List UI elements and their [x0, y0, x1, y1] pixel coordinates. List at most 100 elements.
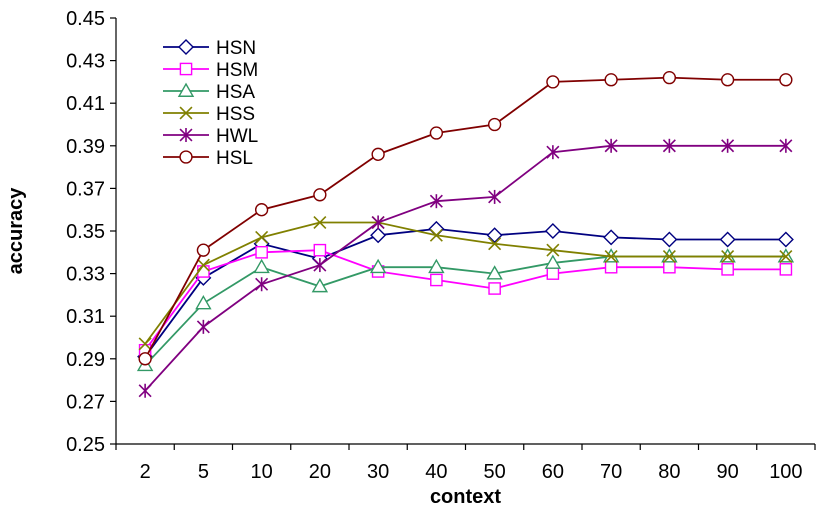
y-tick-label: 0.33 — [66, 264, 105, 286]
data-point-hss — [196, 258, 210, 272]
legend-label-hsm: HSM — [216, 60, 258, 81]
data-point-hsl — [196, 243, 211, 257]
series-line-hwl — [144, 144, 786, 392]
data-point-hsm — [546, 267, 560, 280]
x-tick-label: 2 — [140, 461, 151, 483]
data-point-hsa — [544, 254, 562, 269]
series-line-hsa — [144, 255, 786, 366]
data-point-hwl — [721, 138, 735, 153]
legend-marker-hsl — [179, 150, 193, 164]
data-point-hsl — [662, 70, 677, 85]
data-point-hsm — [721, 263, 734, 276]
legend-marker-hsa — [177, 82, 195, 97]
y-tick-label: 0.45 — [66, 8, 105, 30]
data-point-hsn — [486, 227, 503, 244]
y-tick-label: 0.29 — [66, 349, 105, 371]
y-tick-label: 0.31 — [66, 306, 105, 328]
x-tick-label: 10 — [251, 461, 273, 483]
data-point-hsl — [779, 73, 793, 87]
data-point-hwl — [255, 277, 269, 292]
series-line-hss — [144, 221, 786, 345]
data-point-hsn — [661, 231, 678, 248]
y-tick-label: 0.37 — [66, 178, 105, 200]
legend-label-hsa: HSA — [216, 82, 255, 103]
data-point-hss — [662, 250, 676, 264]
data-point-hsa — [311, 277, 329, 293]
data-point-hsm — [604, 260, 618, 274]
data-point-hsa — [428, 258, 445, 274]
data-point-hss — [255, 230, 269, 244]
data-point-hwl — [196, 319, 210, 334]
legend-item-hss: HSS — [163, 104, 255, 125]
data-point-hwl — [662, 138, 676, 153]
data-point-hsl — [546, 75, 560, 89]
y-tick-label: 0.39 — [66, 136, 105, 158]
legend-item-hsa: HSA — [163, 82, 255, 103]
y-tick-label: 0.35 — [66, 221, 105, 243]
data-point-hwl — [313, 258, 327, 273]
x-tick-label: 40 — [425, 461, 447, 483]
y-tick-label: 0.27 — [66, 391, 105, 413]
x-tick-label: 5 — [198, 461, 209, 483]
series-line-hsn — [144, 227, 786, 358]
data-point-hss — [546, 243, 560, 257]
y-axis-title: accuracy — [5, 187, 27, 275]
data-point-hsa — [369, 258, 387, 274]
legend-item-hsl: HSL — [163, 148, 253, 169]
data-point-hsl — [720, 73, 735, 87]
legend-label-hss: HSS — [216, 104, 255, 125]
y-tick-label: 0.41 — [66, 93, 105, 115]
series-hss — [138, 215, 793, 351]
x-tick-label: 90 — [717, 461, 739, 483]
data-point-hwl — [429, 194, 443, 209]
series-hsn — [137, 220, 794, 365]
series-line-hsm — [144, 249, 786, 351]
data-point-hss — [138, 337, 152, 351]
x-tick-label: 50 — [484, 461, 506, 483]
data-point-hsl — [604, 73, 618, 87]
series-hwl — [138, 138, 793, 398]
data-point-hsn — [603, 229, 620, 246]
x-tick-label: 100 — [769, 461, 802, 483]
x-axis-title: context — [430, 486, 501, 508]
data-point-hsa — [486, 265, 503, 280]
legend-marker-hsm — [179, 62, 193, 76]
data-point-hsn — [370, 227, 387, 244]
legend-label-hsl: HSL — [216, 148, 253, 169]
legend-marker-hwl — [179, 128, 193, 142]
legend-label-hwl: HWL — [216, 126, 258, 147]
data-point-hss — [721, 250, 735, 264]
data-point-hsl — [487, 117, 502, 132]
data-point-hwl — [371, 215, 385, 230]
data-point-hsa — [253, 258, 270, 274]
data-point-hsl — [313, 188, 327, 202]
data-point-hsm — [430, 273, 443, 287]
x-tick-label: 30 — [367, 461, 389, 483]
x-tick-label: 20 — [309, 461, 331, 483]
tick-labels: 0.25 0.27 0.29 0.31 0.33 0.35 0.37 0.39 0.41 0.43… — [66, 8, 803, 483]
axes — [110, 17, 816, 450]
data-point-hss — [604, 250, 618, 264]
data-point-hss — [313, 215, 327, 229]
data-point-hsm — [779, 263, 793, 276]
y-tick-label: 0.25 — [66, 434, 105, 456]
data-point-hsn — [544, 223, 561, 239]
series-hsm — [138, 243, 793, 357]
data-point-hwl — [488, 189, 502, 204]
data-point-hwl — [779, 138, 793, 153]
legend-marker-hss — [179, 106, 193, 120]
data-point-hwl — [604, 138, 618, 153]
data-point-hwl — [138, 383, 152, 398]
data-point-hsl — [429, 126, 444, 140]
data-point-hsm — [255, 245, 268, 259]
data-point-hsn — [719, 231, 736, 248]
data-point-hwl — [546, 145, 560, 160]
data-point-hsl — [254, 203, 269, 217]
legend-item-hsn: HSN — [163, 38, 256, 59]
x-tick-label: 60 — [542, 461, 564, 483]
data-point-hsa — [195, 295, 212, 310]
series-hsl — [138, 70, 793, 366]
data-point-hsm — [313, 243, 327, 257]
